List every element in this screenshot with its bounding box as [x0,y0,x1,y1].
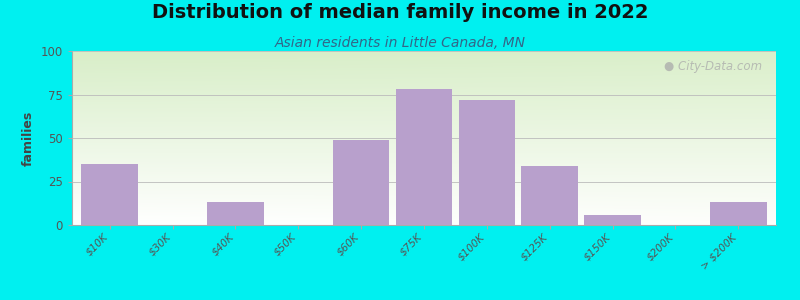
Bar [584,214,641,225]
Bar [458,100,515,225]
Text: Asian residents in Little Canada, MN: Asian residents in Little Canada, MN [274,36,526,50]
Text: Distribution of median family income in 2022: Distribution of median family income in … [152,3,648,22]
Bar [82,164,138,225]
Text: ● City-Data.com: ● City-Data.com [664,60,762,73]
Bar [522,166,578,225]
Y-axis label: families: families [22,110,35,166]
Bar [396,89,452,225]
Bar [710,202,766,225]
Bar [207,202,264,225]
Bar [333,140,390,225]
